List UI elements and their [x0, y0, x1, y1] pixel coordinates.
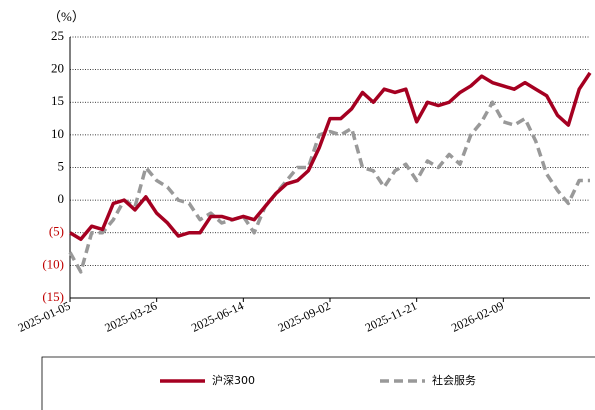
- y-unit-label: （%）: [48, 9, 85, 24]
- legend-label: 社会服务: [432, 373, 476, 387]
- y-tick-label: 10: [51, 126, 64, 141]
- legend-box: [41, 356, 595, 410]
- series-line: [68, 100, 590, 274]
- y-tick-label: (15): [42, 289, 64, 304]
- y-tick-label: 5: [58, 158, 65, 173]
- y-tick-label: 15: [51, 93, 64, 108]
- x-tick-label: 2025-11-21: [363, 299, 419, 335]
- x-tick-label: 2026-02-09: [449, 299, 506, 335]
- y-tick-label: 20: [51, 61, 64, 76]
- y-tick-label: 0: [58, 191, 65, 206]
- y-tick-label: (10): [42, 256, 64, 271]
- legend-label: 沪深300: [212, 373, 255, 387]
- y-tick-label: 25: [51, 28, 64, 43]
- y-tick-label: (5): [49, 224, 64, 239]
- x-tick-label: 2025-06-14: [189, 299, 246, 335]
- series-line: [69, 71, 592, 242]
- x-tick-label: 2025-03-26: [102, 299, 159, 335]
- x-tick-label: 2025-09-02: [276, 299, 333, 335]
